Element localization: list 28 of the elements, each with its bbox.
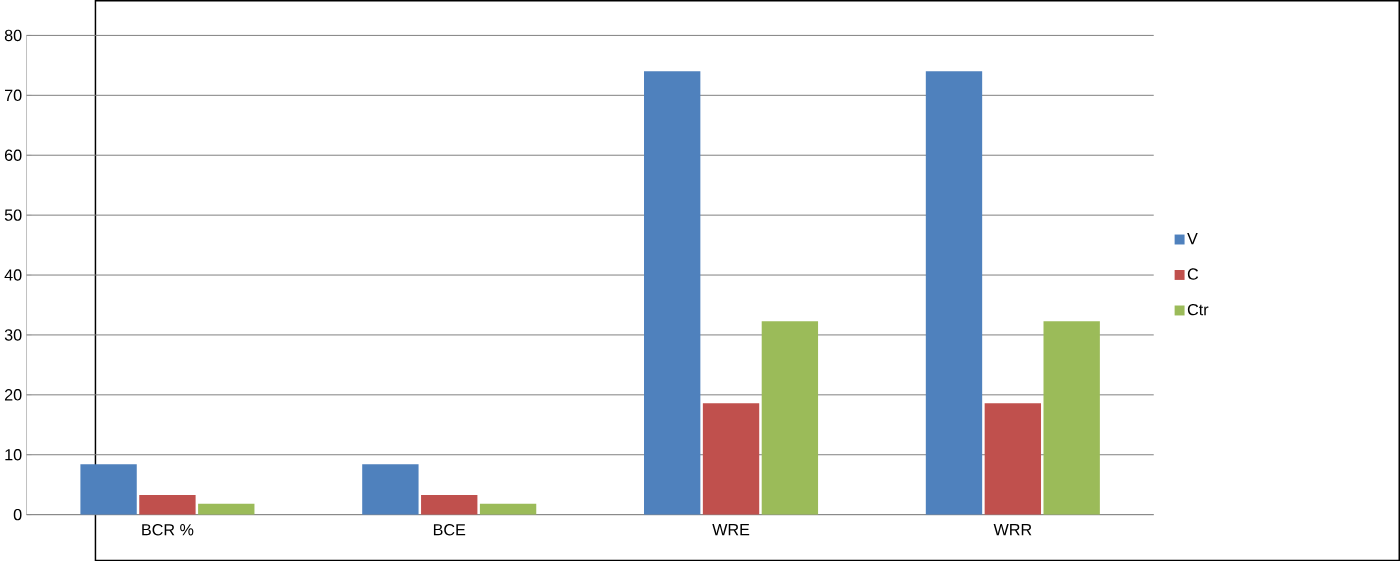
y-tick-label: 10 bbox=[5, 448, 22, 461]
bar bbox=[925, 71, 983, 515]
y-tick-label: 80 bbox=[4, 29, 22, 42]
bar bbox=[702, 403, 760, 515]
legend-label: C bbox=[1187, 268, 1199, 280]
y-tick-label: 0 bbox=[13, 508, 22, 521]
bar bbox=[198, 503, 255, 515]
bar bbox=[644, 71, 701, 515]
legend-label: Ctr bbox=[1187, 303, 1209, 316]
bar bbox=[421, 494, 478, 515]
bar bbox=[984, 403, 1042, 515]
bar bbox=[362, 464, 419, 515]
x-tick-label: WRE bbox=[712, 523, 750, 536]
y-tick-label: 20 bbox=[4, 388, 22, 401]
bar bbox=[761, 321, 819, 515]
legend-label: V bbox=[1187, 232, 1198, 245]
bar bbox=[479, 503, 537, 515]
x-tick-label: BCE bbox=[433, 523, 466, 536]
x-tick-label: WRR bbox=[993, 523, 1032, 536]
y-tick-label: 30 bbox=[4, 329, 22, 341]
y-tick-label: 50 bbox=[4, 209, 22, 221]
x-tick-label: BCR % bbox=[142, 523, 194, 536]
bar bbox=[139, 494, 196, 515]
y-tick-label: 40 bbox=[4, 269, 22, 281]
y-tick-label: 60 bbox=[4, 149, 22, 161]
bar bbox=[80, 464, 137, 515]
bar bbox=[1043, 321, 1100, 515]
y-tick-label: 70 bbox=[5, 89, 22, 101]
